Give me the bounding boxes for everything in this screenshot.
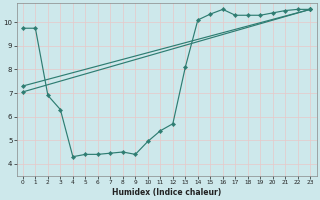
X-axis label: Humidex (Indice chaleur): Humidex (Indice chaleur) — [112, 188, 221, 197]
